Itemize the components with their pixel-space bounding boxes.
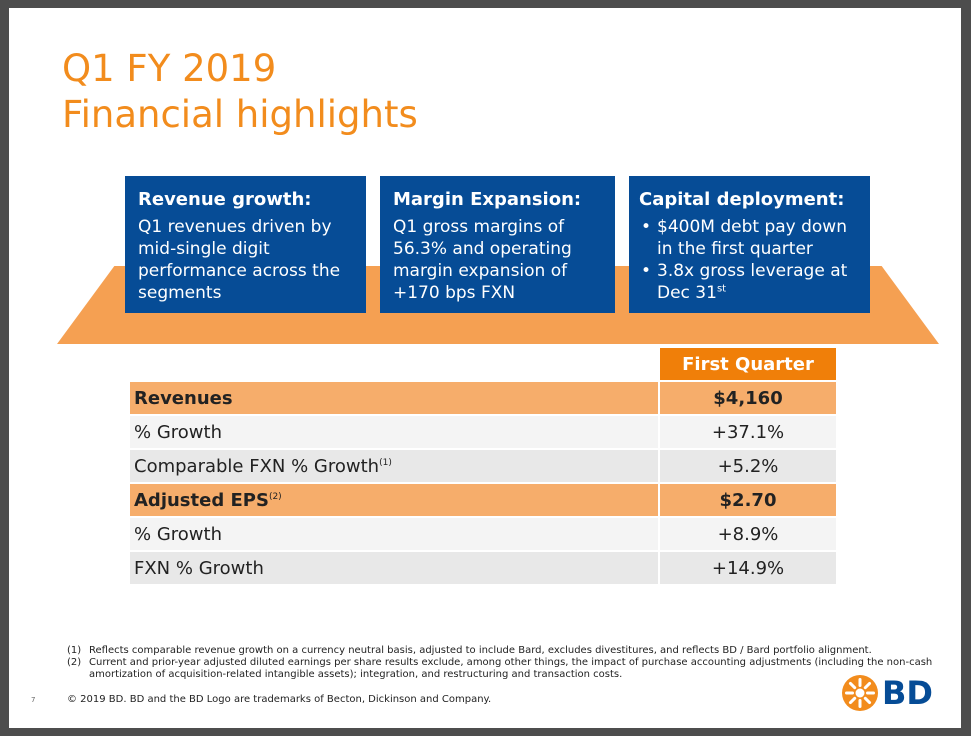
card-body: Q1 revenues driven by mid-single digit p… xyxy=(138,217,341,303)
title-line-1: Q1 FY 2019 xyxy=(62,47,277,90)
row-label: % Growth xyxy=(130,414,658,448)
row-label: Adjusted EPS(2) xyxy=(130,482,658,516)
page-title: Q1 FY 2019 Financial highlights xyxy=(62,46,418,138)
card-margin-expansion: Margin Expansion: Q1 gross margins of 56… xyxy=(380,176,615,313)
footnote-text: Current and prior-year adjusted diluted … xyxy=(89,657,933,680)
bullet-text: $400M debt pay down in the first quarter xyxy=(657,217,847,259)
page-number: 7 xyxy=(31,696,36,704)
bd-starburst-icon xyxy=(842,675,878,711)
footnote-number: (1) xyxy=(67,645,82,656)
table-row: FXN % Growth +14.9% xyxy=(130,550,836,584)
table-row: % Growth +37.1% xyxy=(130,414,836,448)
row-value: +5.2% xyxy=(658,448,836,482)
footnote: (2) Current and prior-year adjusted dilu… xyxy=(67,657,947,681)
footnote-ref: (2) xyxy=(268,491,282,502)
card-bullet: • 3.8x gross leverage at Dec 31st xyxy=(639,260,860,304)
table-row: Adjusted EPS(2) $2.70 xyxy=(130,482,836,516)
row-label: Revenues xyxy=(130,380,658,414)
table-row: % Growth +8.9% xyxy=(130,516,836,550)
row-label: Comparable FXN % Growth(1) xyxy=(130,448,658,482)
logo-text: BD xyxy=(882,674,933,712)
slide: Q1 FY 2019 Financial highlights Revenue … xyxy=(9,8,961,728)
table-row: Comparable FXN % Growth(1) +5.2% xyxy=(130,448,836,482)
card-heading: Margin Expansion: xyxy=(393,189,582,210)
footnote-number: (2) xyxy=(67,657,82,668)
column-header: First Quarter xyxy=(658,348,836,380)
card-body: Q1 gross margins of 56.3% and operating … xyxy=(393,217,572,303)
row-label: % Growth xyxy=(130,516,658,550)
footnote: (1) Reflects comparable revenue growth o… xyxy=(67,645,947,657)
footnote-ref: (1) xyxy=(379,457,392,468)
header-blank xyxy=(130,348,658,380)
superscript: st xyxy=(716,283,727,295)
bullet-icon: • xyxy=(641,261,652,281)
footnote-text: Reflects comparable revenue growth on a … xyxy=(89,645,872,656)
row-value: +14.9% xyxy=(658,550,836,584)
footnotes: (1) Reflects comparable revenue growth o… xyxy=(67,645,947,681)
card-capital-deployment: Capital deployment: • $400M debt pay down… xyxy=(629,176,870,313)
card-bullet: • $400M debt pay down in the first quarte… xyxy=(639,216,860,260)
bd-logo: BD xyxy=(841,674,933,712)
bullet-icon: • xyxy=(641,217,652,237)
card-heading: Capital deployment: xyxy=(639,189,845,210)
table-header-row: First Quarter xyxy=(130,348,836,380)
bullet-text: 3.8x gross leverage at Dec 31 xyxy=(657,261,848,303)
title-line-2: Financial highlights xyxy=(62,93,418,136)
row-value: $2.70 xyxy=(658,482,836,516)
card-heading: Revenue growth: xyxy=(138,189,312,210)
copyright: © 2019 BD. BD and the BD Logo are tradem… xyxy=(67,694,492,705)
card-revenue-growth: Revenue growth: Q1 revenues driven by mi… xyxy=(125,176,366,313)
card-bullet-list: • $400M debt pay down in the first quarte… xyxy=(639,216,860,304)
row-value: +37.1% xyxy=(658,414,836,448)
row-value: +8.9% xyxy=(658,516,836,550)
row-value: $4,160 xyxy=(658,380,836,414)
table-row: Revenues $4,160 xyxy=(130,380,836,414)
financial-table: First Quarter Revenues $4,160 % Growth +… xyxy=(130,348,836,584)
row-label: FXN % Growth xyxy=(130,550,658,584)
